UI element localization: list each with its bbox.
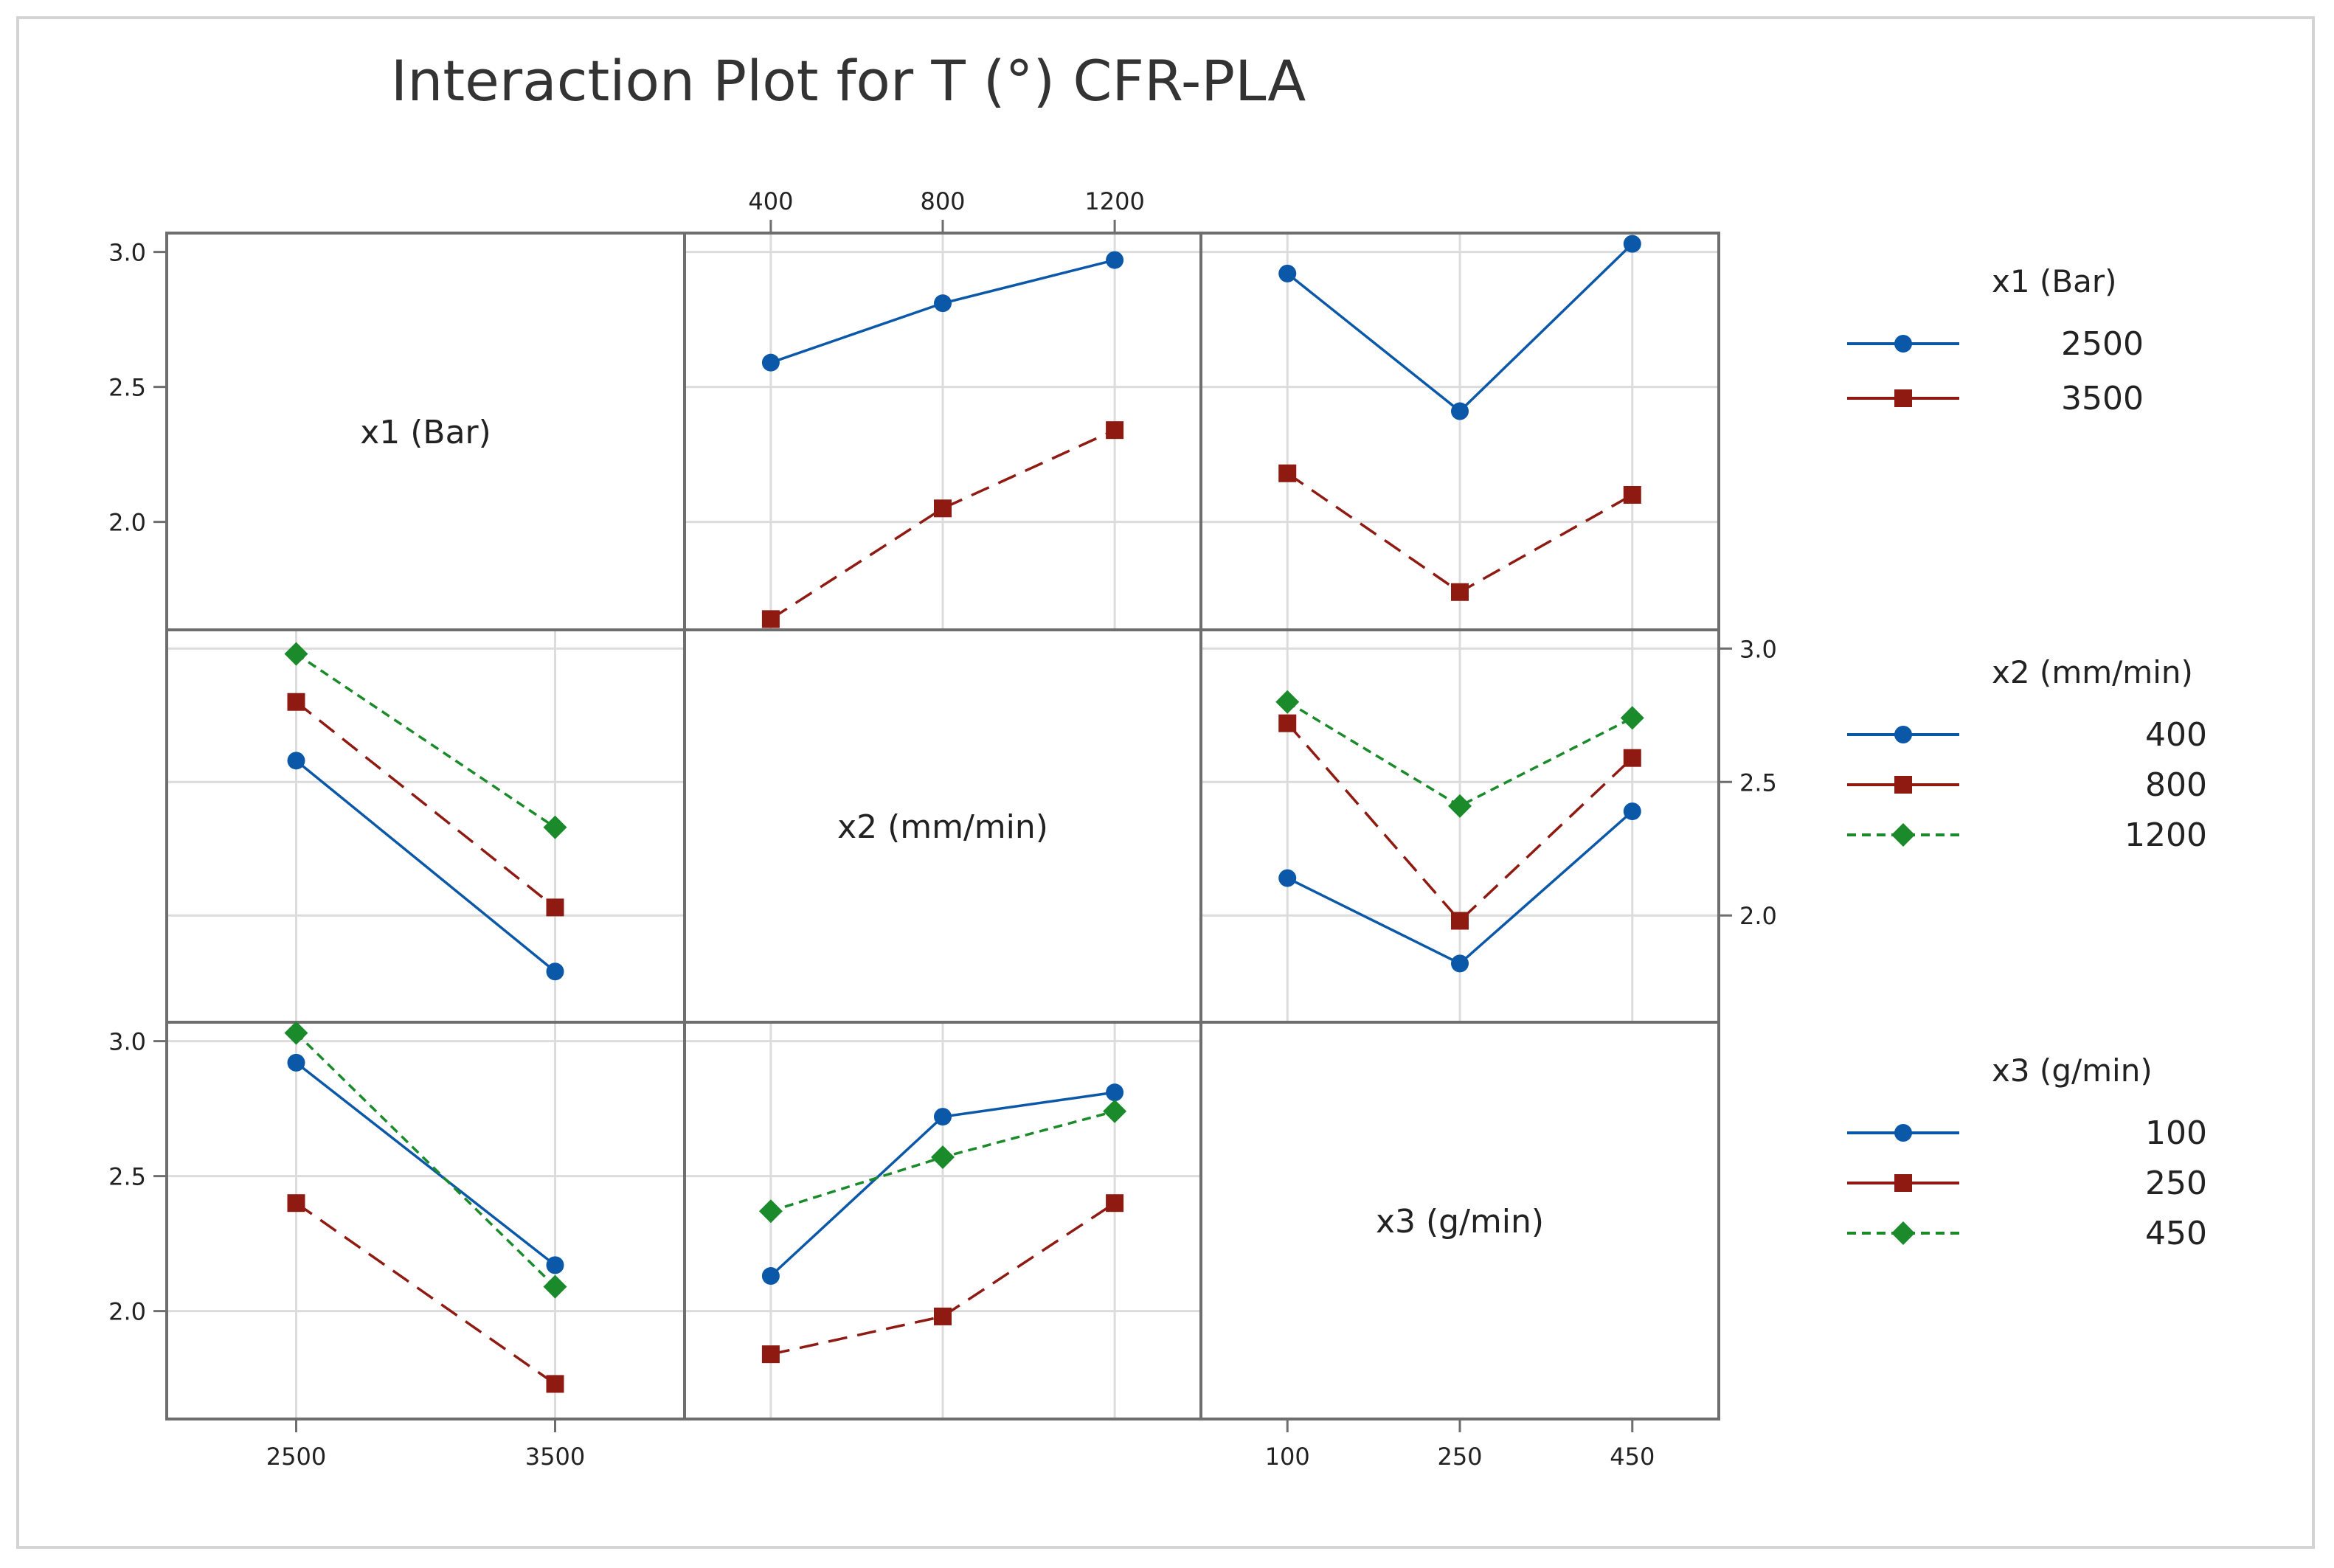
series-x2-mm-min-800-r1c0-line bbox=[295, 701, 556, 909]
series-x2-mm-min-400-r1c2-point bbox=[1623, 802, 1641, 821]
legend-marker-x3-g-min-100 bbox=[1894, 1124, 1912, 1142]
y-tick-label: 3.0 bbox=[1739, 635, 1777, 663]
series-x2-mm-min-800-r1c2-line bbox=[1286, 722, 1633, 923]
series-x3-g-min-250-r2c1-point bbox=[1106, 1194, 1124, 1213]
series-x2-mm-min-1200-r1c2-point bbox=[1448, 794, 1472, 818]
y-tick-label: 3.0 bbox=[108, 1028, 146, 1056]
series-x2-mm-min-400-r1c2-point bbox=[1278, 869, 1297, 887]
legend-marker-x2-mm-min-400 bbox=[1894, 726, 1912, 743]
legend-title-x1-bar: x1 (Bar) bbox=[1992, 263, 2117, 299]
legend-label-x3-g-min-100: 100 bbox=[2145, 1114, 2207, 1152]
series-x2-mm-min-1200-r1c0-point bbox=[543, 815, 567, 839]
legend-label-x2-mm-min-800: 800 bbox=[2145, 766, 2207, 804]
series-x2-mm-min-800-r1c2-point bbox=[1278, 714, 1297, 732]
legend-label-x2-mm-min-400: 400 bbox=[2145, 716, 2207, 754]
series-x3-g-min-100-r2c0-point bbox=[546, 1256, 564, 1274]
series-x1-bar-2500-r0c2-point bbox=[1623, 235, 1641, 253]
legend-marker-x3-g-min-450 bbox=[1891, 1221, 1915, 1245]
x-tick-label: 1200 bbox=[1084, 187, 1144, 215]
y-tick-label: 2.0 bbox=[1739, 902, 1777, 930]
diagonal-label-x3-g-min: x3 (g/min) bbox=[1376, 1203, 1544, 1241]
series-x2-mm-min-1200-r1c2-point bbox=[1275, 690, 1300, 714]
series-x1-bar-2500-r0c2-point bbox=[1451, 402, 1469, 420]
series-x2-mm-min-1200-r1c0-point bbox=[284, 642, 308, 666]
series-x3-g-min-100-r2c1-point bbox=[761, 1267, 780, 1286]
series-x2-mm-min-400-r1c0-point bbox=[287, 752, 305, 770]
series-x1-bar-3500-r0c2-point bbox=[1623, 486, 1641, 504]
series-x1-bar-3500-r0c1-point bbox=[1106, 421, 1124, 440]
series-x1-bar-2500-r0c1-point bbox=[934, 294, 952, 313]
legend-marker-x1-bar-2500 bbox=[1894, 335, 1912, 353]
legend-label-x1-bar-3500: 3500 bbox=[2061, 380, 2144, 417]
x-tick-label: 100 bbox=[1265, 1443, 1310, 1471]
series-x2-mm-min-400-r1c0-line bbox=[295, 759, 556, 973]
x-tick-label: 3500 bbox=[525, 1443, 585, 1471]
series-x3-g-min-250-r2c0-line bbox=[295, 1201, 556, 1385]
series-x3-g-min-100-r2c1-point bbox=[1106, 1083, 1124, 1102]
series-x3-g-min-250-r2c1-point bbox=[934, 1307, 952, 1325]
series-x2-mm-min-1200-r1c0-line bbox=[295, 653, 556, 829]
diagonal-label-x1-bar: x1 (Bar) bbox=[360, 414, 491, 451]
series-x1-bar-3500-r0c1-line bbox=[769, 429, 1115, 620]
series-x1-bar-3500-r0c1-point bbox=[761, 610, 780, 628]
legend-marker-x3-g-min-250 bbox=[1894, 1174, 1912, 1192]
diagonal-label-x2-mm-min: x2 (mm/min) bbox=[837, 808, 1048, 846]
series-x1-bar-2500-r0c1-point bbox=[761, 353, 780, 372]
series-x2-mm-min-800-r1c0-point bbox=[287, 693, 305, 711]
y-tick-label: 2.5 bbox=[108, 1163, 146, 1191]
legend-label-x2-mm-min-1200: 1200 bbox=[2125, 816, 2207, 854]
series-x2-mm-min-1200-r1c2-line bbox=[1287, 701, 1633, 808]
series-x3-g-min-250-r2c0-point bbox=[287, 1194, 305, 1213]
y-tick-label: 2.5 bbox=[1739, 769, 1777, 797]
series-x3-g-min-100-r2c1-point bbox=[934, 1108, 952, 1126]
x-tick-label: 400 bbox=[748, 187, 793, 215]
y-tick-label: 2.5 bbox=[108, 374, 146, 402]
series-x3-g-min-100-r2c0-point bbox=[287, 1053, 305, 1072]
series-x3-g-min-450-r2c0-point bbox=[543, 1274, 567, 1299]
panel-border bbox=[165, 1021, 686, 1420]
legend-label-x1-bar-2500: 2500 bbox=[2061, 325, 2144, 363]
series-x1-bar-2500-r0c1-point bbox=[1106, 251, 1124, 269]
series-x3-g-min-450-r2c0-line bbox=[295, 1032, 556, 1288]
chart-frame: Interaction Plot for T (°) CFR-PLA x1 (B… bbox=[16, 16, 2315, 1549]
series-x1-bar-2500-r0c2-point bbox=[1278, 264, 1297, 282]
interaction-plot: Interaction Plot for T (°) CFR-PLA x1 (B… bbox=[108, 48, 2207, 1471]
series-x2-mm-min-800-r1c0-point bbox=[546, 898, 564, 917]
y-tick-label: 2.0 bbox=[108, 1298, 146, 1326]
series-x2-mm-min-400-r1c0-point bbox=[546, 962, 564, 981]
series-x2-mm-min-1200-r1c2-point bbox=[1620, 706, 1644, 730]
x-tick-label: 800 bbox=[920, 187, 965, 215]
series-x2-mm-min-800-r1c2-point bbox=[1623, 749, 1641, 767]
series-x1-bar-3500-r0c2-point bbox=[1278, 464, 1297, 482]
series-x3-g-min-100-r2c0-line bbox=[295, 1061, 556, 1266]
series-x3-g-min-250-r2c0-point bbox=[546, 1375, 564, 1393]
series-x3-g-min-450-r2c0-point bbox=[284, 1021, 308, 1045]
y-tick-label: 2.0 bbox=[108, 509, 146, 537]
legend-title-x2-mm-min: x2 (mm/min) bbox=[1992, 654, 2193, 690]
series-x3-g-min-250-r2c1-point bbox=[761, 1345, 780, 1364]
legend-marker-x1-bar-3500 bbox=[1894, 389, 1912, 407]
series-x3-g-min-450-r2c1-point bbox=[758, 1199, 783, 1224]
series-x1-bar-3500-r0c1-point bbox=[934, 499, 952, 518]
x-tick-label: 450 bbox=[1610, 1443, 1655, 1471]
legend-label-x3-g-min-250: 250 bbox=[2145, 1165, 2207, 1202]
series-x1-bar-3500-r0c2-point bbox=[1451, 583, 1469, 601]
y-tick-label: 3.0 bbox=[108, 239, 146, 267]
panel-border bbox=[165, 628, 686, 1024]
legend-marker-x2-mm-min-1200 bbox=[1891, 823, 1915, 847]
series-x3-g-min-450-r2c1-point bbox=[1103, 1099, 1127, 1123]
series-x2-mm-min-800-r1c2-point bbox=[1451, 912, 1469, 930]
series-x3-g-min-250-r2c1-line bbox=[770, 1201, 1116, 1356]
x-tick-label: 250 bbox=[1437, 1443, 1482, 1471]
legend-marker-x2-mm-min-800 bbox=[1894, 776, 1912, 794]
series-x2-mm-min-400-r1c2-point bbox=[1451, 954, 1469, 973]
chart-title: Interaction Plot for T (°) CFR-PLA bbox=[391, 48, 1306, 114]
x-tick-label: 2500 bbox=[266, 1443, 326, 1471]
legend-title-x3-g-min: x3 (g/min) bbox=[1992, 1052, 2153, 1089]
legend-label-x3-g-min-450: 450 bbox=[2145, 1215, 2207, 1252]
series-x3-g-min-450-r2c1-point bbox=[931, 1145, 955, 1169]
